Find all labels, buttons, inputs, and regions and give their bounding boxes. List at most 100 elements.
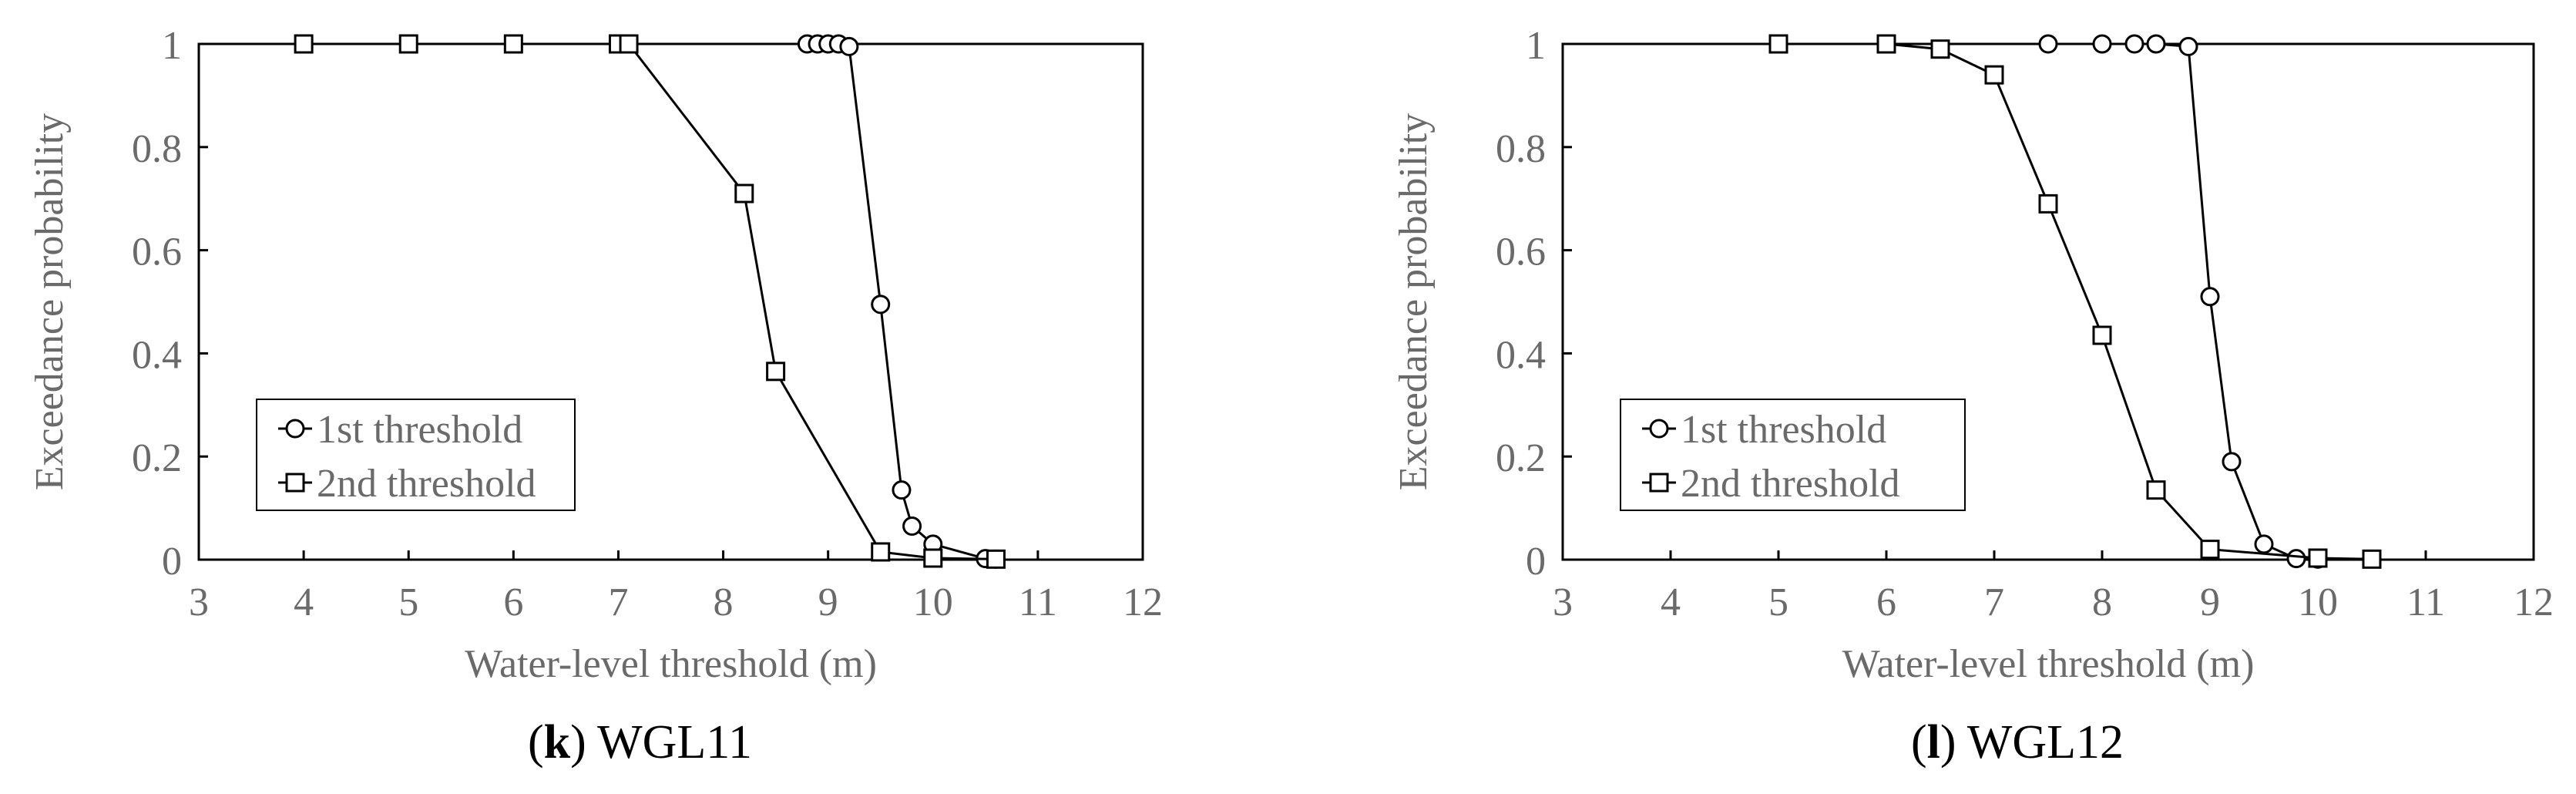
- data-point: [2254, 534, 2274, 554]
- chart-panel-2: 0 0.2 0.4 0.6 0.8 1 3 4 5 6 7 8 9 10 11 12 Water-level t…: [1392, 24, 2554, 769]
- legend-box: [1620, 399, 1966, 511]
- data-point: [923, 548, 943, 568]
- legend-item: 2nd threshold: [278, 462, 536, 506]
- data-point: [2038, 193, 2058, 214]
- y-tick-label: 0.4: [1496, 333, 1546, 377]
- data-point: [2200, 287, 2220, 307]
- y-axis-title: Exceedance probability: [28, 113, 72, 490]
- data-point: [1984, 65, 2004, 85]
- data-point: [2362, 549, 2382, 569]
- x-tick-label: 7: [608, 580, 628, 624]
- y-axis-title: Exceedance probability: [1392, 113, 1436, 490]
- x-tick-label: 9: [2200, 580, 2220, 624]
- legend-label: 1st threshold: [1681, 408, 1886, 452]
- circle-marker-icon: [1649, 419, 1669, 439]
- data-point: [503, 34, 523, 54]
- data-point: [1930, 39, 1950, 59]
- data-point: [986, 549, 1006, 569]
- series-second-threshold: [294, 34, 1006, 569]
- legend-label: 2nd threshold: [317, 462, 536, 506]
- data-point: [2146, 34, 2166, 54]
- data-point: [902, 516, 922, 537]
- data-point: [892, 480, 912, 500]
- y-tick-label: 1: [162, 24, 182, 68]
- x-tick-label: 4: [1661, 580, 1681, 624]
- series-first-threshold: [2038, 34, 2328, 569]
- x-tick-label: 6: [1876, 580, 1896, 624]
- x-tick-label: 11: [2406, 580, 2445, 624]
- y-tick-label: 0: [1526, 540, 1546, 584]
- data-point: [2178, 36, 2198, 56]
- data-point: [871, 294, 891, 315]
- data-point: [2308, 548, 2328, 568]
- panel-caption: (k) WGL11: [528, 716, 752, 769]
- x-tick-label: 11: [1019, 580, 1057, 624]
- legend-item: 1st threshold: [1642, 408, 1886, 452]
- plot-area: [197, 42, 1144, 561]
- data-point: [619, 34, 639, 54]
- circle-marker-icon: [285, 419, 305, 439]
- panel-caption: (l) WGL12: [1911, 716, 2124, 769]
- x-tick-label: 3: [1553, 580, 1573, 624]
- legend-label: 2nd threshold: [1681, 462, 1900, 506]
- x-axis-title: Water-level threshold (m): [1842, 642, 2255, 686]
- y-tick-label: 0: [162, 540, 182, 584]
- caption-paren-close: ): [570, 716, 597, 769]
- y-tick-label: 0.6: [132, 230, 182, 274]
- y-tick-label: 0.2: [1496, 436, 1546, 480]
- legend-label: 1st threshold: [317, 408, 522, 452]
- x-tick-label: 4: [294, 580, 314, 624]
- caption-name: WGL12: [1967, 716, 2124, 769]
- data-point: [2286, 549, 2306, 569]
- data-point: [2200, 540, 2220, 560]
- x-tick-label: 5: [1768, 580, 1788, 624]
- x-axis-title: Water-level threshold (m): [465, 642, 877, 686]
- x-tick-label: 12: [1123, 580, 1163, 624]
- y-tick-label: 0.8: [1496, 127, 1546, 171]
- data-point: [2222, 452, 2242, 472]
- data-point: [2038, 34, 2058, 54]
- x-tick-label: 8: [2092, 580, 2112, 624]
- x-tick-label: 10: [2298, 580, 2338, 624]
- x-tick-label: 7: [1984, 580, 2004, 624]
- data-point: [1768, 34, 1788, 54]
- x-tick-label: 3: [189, 580, 209, 624]
- y-tick-label: 0.6: [1496, 230, 1546, 274]
- y-tick-label: 0.2: [132, 436, 182, 480]
- x-tick-label: 5: [398, 580, 418, 624]
- x-tick-label: 8: [714, 580, 734, 624]
- legend: 1st threshold 2nd threshold: [256, 399, 576, 511]
- y-tick-label: 0.8: [132, 127, 182, 171]
- data-point: [1876, 34, 1896, 54]
- data-point: [871, 542, 891, 562]
- x-tick-label: 10: [913, 580, 953, 624]
- y-tick-label: 0.4: [132, 333, 182, 377]
- caption-paren-close: ): [1940, 716, 1967, 769]
- series-first-threshold: [797, 34, 1006, 569]
- caption-letter: l: [1927, 716, 1940, 769]
- square-marker-icon: [285, 473, 305, 493]
- x-tick-label: 12: [2514, 580, 2554, 624]
- caption-letter: k: [544, 716, 571, 769]
- legend: 1st threshold 2nd threshold: [1620, 399, 1966, 511]
- series-line: [304, 42, 996, 560]
- data-point: [2146, 480, 2166, 500]
- data-point: [2092, 34, 2112, 54]
- data-point: [2092, 325, 2112, 345]
- data-point: [766, 362, 786, 382]
- legend-item: 2nd threshold: [1642, 462, 1900, 506]
- x-tick-label: 9: [818, 580, 838, 624]
- legend-box: [256, 399, 576, 511]
- x-tick-label: 6: [503, 580, 523, 624]
- square-marker-icon: [1649, 473, 1669, 493]
- y-tick-label: 1: [1526, 24, 1546, 68]
- chart-panel-1: 0 0.2 0.4 0.6 0.8 1 3 4 5 6 7 8 9 10 11 12 Water-level t…: [28, 24, 1163, 769]
- data-point: [2124, 34, 2144, 54]
- data-point: [839, 36, 859, 56]
- caption-paren-open: (: [528, 716, 544, 769]
- series-line: [2048, 42, 2319, 560]
- data-point: [294, 34, 314, 54]
- series-line: [1778, 42, 2373, 560]
- data-point: [734, 183, 754, 204]
